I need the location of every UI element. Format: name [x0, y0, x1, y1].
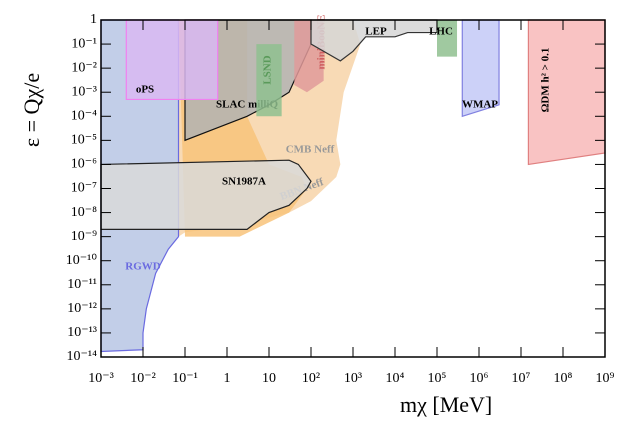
region-label: WMAP: [462, 99, 498, 111]
region-label: RGWD: [125, 261, 161, 273]
y-tick-label: 10⁻¹¹: [67, 277, 97, 292]
x-tick-label: 10⁻¹: [172, 371, 198, 386]
y-tick-label: 10⁻²: [71, 60, 97, 75]
region-label: oPS: [136, 84, 154, 96]
x-tick-label: 10⁷: [512, 371, 531, 386]
region-label: LHC: [429, 26, 453, 38]
region-label: SN1987A: [222, 176, 266, 188]
x-tick-label: 1: [224, 371, 231, 386]
region: [100, 159, 312, 230]
y-tick-label: 10⁻⁵: [71, 133, 97, 148]
x-tick-label: 10⁵: [428, 371, 447, 386]
y-axis-title: ε = Qχ/e: [19, 73, 44, 147]
x-tick-label: 10⁻²: [130, 371, 156, 386]
x-tick-label: 10: [262, 371, 276, 386]
x-tick-label: 10²: [302, 371, 320, 386]
x-tick-label: 10⁴: [386, 371, 405, 386]
y-tick-label: 10⁻⁶: [71, 157, 97, 172]
x-tick-label: 10⁹: [596, 371, 615, 386]
y-tick-label: 10⁻¹²: [67, 301, 97, 316]
x-tick-label: 10⁸: [554, 371, 573, 386]
region-label: CMB Neff: [286, 144, 335, 156]
x-axis-title: mχ [MeV]: [400, 392, 492, 417]
y-tick-label: 10⁻⁴: [71, 109, 97, 124]
y-tick-label: 10⁻¹⁴: [67, 349, 98, 364]
y-tick-label: 10⁻⁷: [71, 181, 97, 196]
y-tick-label: 10⁻¹: [71, 36, 97, 51]
region-label: LEP: [365, 26, 387, 38]
x-tick-label: 10⁶: [470, 371, 489, 386]
y-tick-label: 10⁻¹⁰: [66, 253, 98, 268]
y-tick-label: 10⁻³: [71, 84, 97, 99]
x-tick-label: 10³: [344, 371, 362, 386]
y-tick-label: 10⁻⁸: [71, 205, 97, 220]
region-label: LSND: [262, 55, 274, 84]
y-tick-label: 10⁻¹³: [67, 325, 97, 340]
y-tick-label: 1: [90, 12, 97, 27]
y-tick-label: 10⁻⁹: [71, 229, 97, 244]
region-label: ΩDM h² > 0.1: [540, 48, 552, 113]
region: [256, 44, 282, 117]
x-tick-label: 10⁻³: [88, 371, 114, 386]
region: [437, 20, 458, 57]
